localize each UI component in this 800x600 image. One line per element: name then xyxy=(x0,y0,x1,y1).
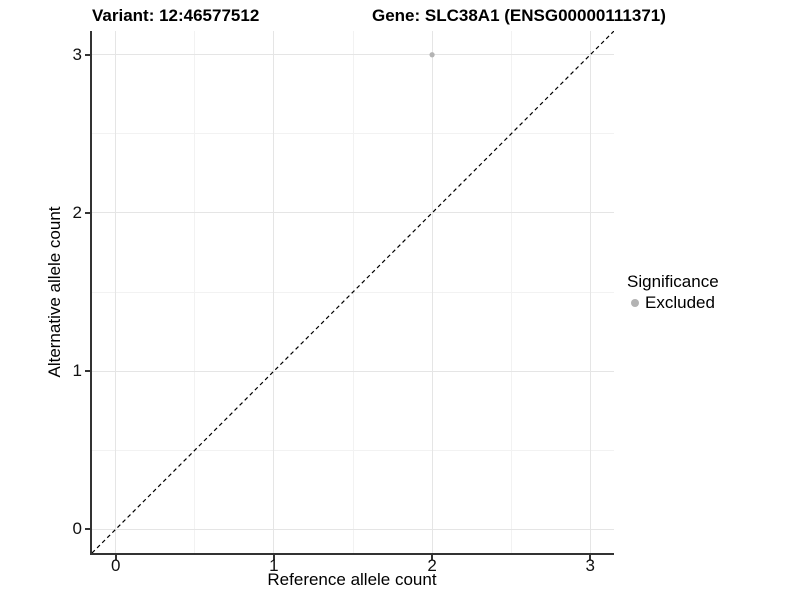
legend-item-excluded: Excluded xyxy=(627,294,719,312)
plot-title-variant: Variant: 12:46577512 xyxy=(92,6,260,25)
x-tick-label: 1 xyxy=(269,556,279,575)
x-axis-title: Reference allele count xyxy=(267,570,437,589)
gridline-major-h xyxy=(92,528,614,530)
x-tick-mark xyxy=(114,555,117,560)
y-tick-mark xyxy=(85,53,90,56)
x-tick-mark xyxy=(272,555,275,560)
x-tick-label: 2 xyxy=(427,556,437,575)
x-tick-label: 3 xyxy=(585,556,595,575)
plot-layer xyxy=(92,31,614,553)
gridline-major-h xyxy=(92,54,614,56)
plot-panel xyxy=(90,31,614,555)
gridline-major-v xyxy=(431,31,433,553)
gridline-major-v xyxy=(589,31,591,553)
gridline-major-h xyxy=(92,212,614,214)
gridline-minor-h xyxy=(92,133,614,135)
x-tick-label: 0 xyxy=(110,556,121,575)
legend: Significance Excluded xyxy=(627,272,719,312)
y-axis-title: Alternative allele count xyxy=(45,206,64,378)
plot-title-gene: Gene: SLC38A1 (ENSG00000111371) xyxy=(372,6,666,25)
x-tick-mark xyxy=(431,555,434,560)
y-tick-mark xyxy=(85,528,90,531)
gridline-major-v xyxy=(273,31,275,553)
y-tick-mark xyxy=(85,211,90,214)
gridline-major-h xyxy=(92,370,614,372)
y-tick-label: 1 xyxy=(72,361,82,381)
gridline-minor-h xyxy=(92,449,614,451)
y-tick-label: 2 xyxy=(72,202,82,222)
y-tick-label: 0 xyxy=(72,519,82,539)
excluded-point-icon xyxy=(631,299,639,307)
identity-line xyxy=(92,31,614,553)
y-tick-mark xyxy=(85,370,90,373)
legend-item-label: Excluded xyxy=(645,293,715,312)
y-tick-label: 3 xyxy=(72,44,82,64)
legend-title: Significance xyxy=(627,272,719,291)
x-tick-mark xyxy=(589,555,592,560)
gridline-major-v xyxy=(115,31,117,553)
data-point xyxy=(429,52,435,58)
